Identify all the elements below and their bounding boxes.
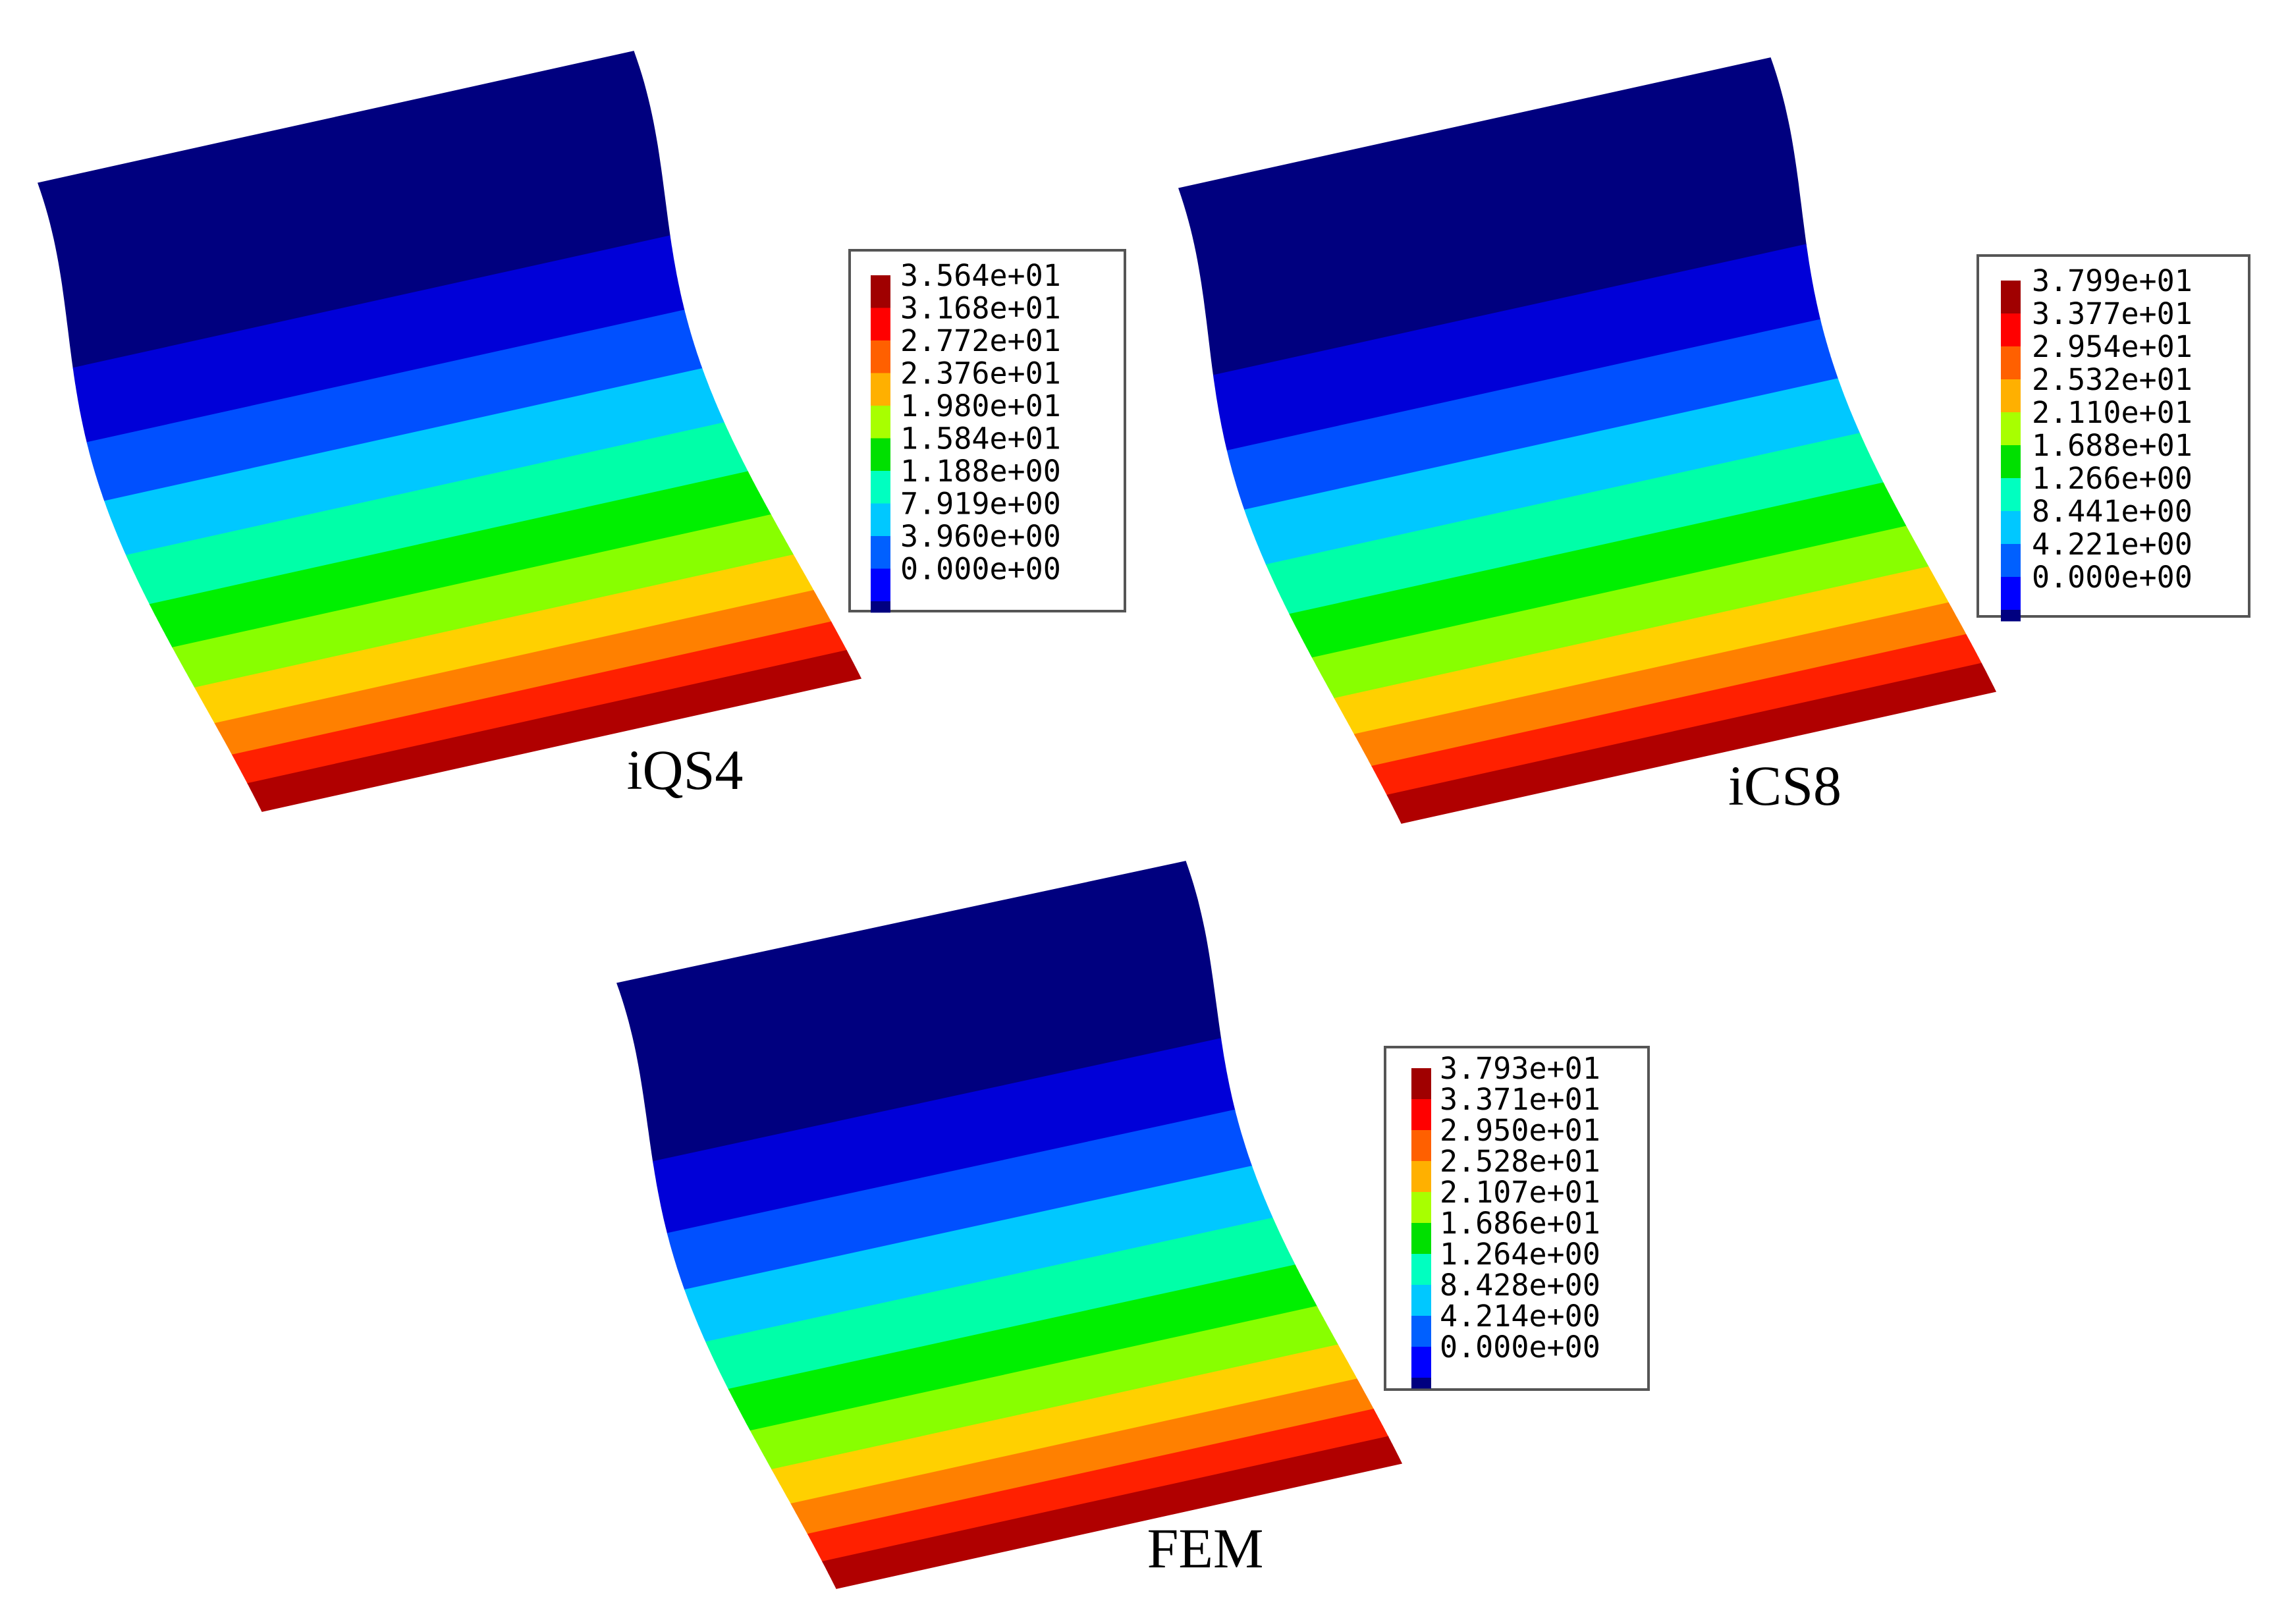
colorbar-swatch: [1411, 1347, 1431, 1378]
contour-band: [822, 1436, 1403, 1589]
contour-band: [247, 650, 862, 812]
colorbar-swatch: [871, 406, 890, 439]
legend-value: 2.107e+01: [1440, 1175, 1600, 1210]
colorbar-swatch: [2001, 379, 2021, 413]
legend-value: 8.428e+00: [1440, 1268, 1600, 1303]
legend-value: 3.371e+01: [1440, 1082, 1600, 1117]
colorbar-swatch: [871, 340, 890, 374]
legend-value: 3.793e+01: [1440, 1051, 1600, 1086]
legend-frame: [1976, 254, 2250, 618]
legend-colorbar: [871, 275, 890, 613]
colorbar-swatch: [1411, 1378, 1431, 1389]
legend-value: 7.919e+00: [900, 487, 1061, 522]
legend-value: 2.772e+01: [900, 323, 1061, 358]
legend-value: 2.528e+01: [1440, 1144, 1600, 1179]
legend: 3.793e+01 3.371e+01 2.950e+01 2.528e+01 …: [1384, 1046, 1650, 1391]
legend-value: 2.110e+01: [2032, 395, 2193, 430]
colorbar-swatch: [1411, 1099, 1431, 1131]
legend-colorbar: [2001, 281, 2021, 622]
legend: 3.799e+01 3.377e+01 2.954e+01 2.532e+01 …: [1976, 254, 2250, 622]
colorbar-swatch: [871, 568, 890, 602]
colorbar-swatch: [871, 471, 890, 504]
legend-value: 1.264e+00: [1440, 1237, 1600, 1272]
colorbar-swatch: [871, 601, 890, 613]
colorbar-swatch: [871, 373, 890, 406]
shell-contour-plot: [1178, 57, 1997, 824]
contour-band: [1386, 663, 1997, 824]
colorbar-swatch: [2001, 445, 2021, 479]
colorbar-swatch: [871, 536, 890, 570]
colorbar-swatch: [871, 438, 890, 472]
colorbar-swatch: [1411, 1130, 1431, 1162]
colorbar-swatch: [2001, 577, 2021, 610]
legend-value: 1.584e+01: [900, 421, 1061, 456]
legend-value: 0.000e+00: [1440, 1330, 1600, 1365]
panel-ics8: 3.799e+01 3.377e+01 2.954e+01 2.532e+01 …: [1178, 57, 2250, 824]
legend-colorbar: [1411, 1068, 1431, 1389]
legend-value: 1.266e+00: [2032, 461, 2193, 496]
colorbar-swatch: [1411, 1223, 1431, 1255]
colorbar-swatch: [2001, 511, 2021, 545]
colorbar-swatch: [871, 275, 890, 309]
panel-iqs4: 3.564e+01 3.168e+01 2.772e+01 2.376e+01 …: [38, 51, 1126, 812]
colorbar-swatch: [1411, 1254, 1431, 1286]
panel-caption: iCS8: [1728, 754, 1841, 817]
colorbar-swatch: [1411, 1316, 1431, 1347]
legend-value: 0.000e+00: [2032, 560, 2193, 595]
legend: 3.564e+01 3.168e+01 2.772e+01 2.376e+01 …: [848, 249, 1126, 613]
shell-contour-plot: [616, 861, 1403, 1589]
legend-value: 3.377e+01: [2032, 296, 2193, 331]
panel-fem: 3.793e+01 3.371e+01 2.950e+01 2.528e+01 …: [616, 861, 1650, 1589]
legend-value: 4.221e+00: [2032, 527, 2193, 562]
legend-value: 2.376e+01: [900, 356, 1061, 391]
legend-value: 2.532e+01: [2032, 362, 2193, 397]
colorbar-swatch: [2001, 346, 2021, 380]
legend-value: 8.441e+00: [2032, 494, 2193, 529]
colorbar-swatch: [2001, 544, 2021, 578]
legend-value: 1.686e+01: [1440, 1206, 1600, 1241]
colorbar-swatch: [2001, 412, 2021, 446]
legend-value: 4.214e+00: [1440, 1299, 1600, 1334]
colorbar-swatch: [1411, 1068, 1431, 1100]
colorbar-swatch: [871, 503, 890, 537]
legend-value: 3.168e+01: [900, 291, 1061, 326]
legend-value: 1.980e+01: [900, 389, 1061, 423]
colorbar-swatch: [2001, 478, 2021, 512]
legend-frame: [848, 249, 1126, 612]
colorbar-swatch: [1411, 1192, 1431, 1224]
legend-value: 1.688e+01: [2032, 428, 2193, 463]
legend-value: 0.000e+00: [900, 552, 1061, 587]
legend-value: 2.950e+01: [1440, 1113, 1600, 1148]
colorbar-swatch: [2001, 281, 2021, 314]
colorbar-swatch: [2001, 313, 2021, 347]
colorbar-swatch: [2001, 610, 2021, 622]
legend-value: 3.799e+01: [2032, 263, 2193, 298]
legend-value: 3.564e+01: [900, 258, 1061, 293]
colorbar-swatch: [1411, 1161, 1431, 1193]
legend-value: 1.188e+00: [900, 454, 1061, 489]
legend-value: 3.960e+00: [900, 519, 1061, 554]
panel-caption: FEM: [1147, 1517, 1264, 1580]
legend-value: 2.954e+01: [2032, 329, 2193, 364]
panel-caption: iQS4: [627, 738, 744, 801]
shell-contour-plot: [38, 51, 862, 812]
colorbar-swatch: [1411, 1285, 1431, 1316]
colorbar-swatch: [871, 308, 890, 341]
